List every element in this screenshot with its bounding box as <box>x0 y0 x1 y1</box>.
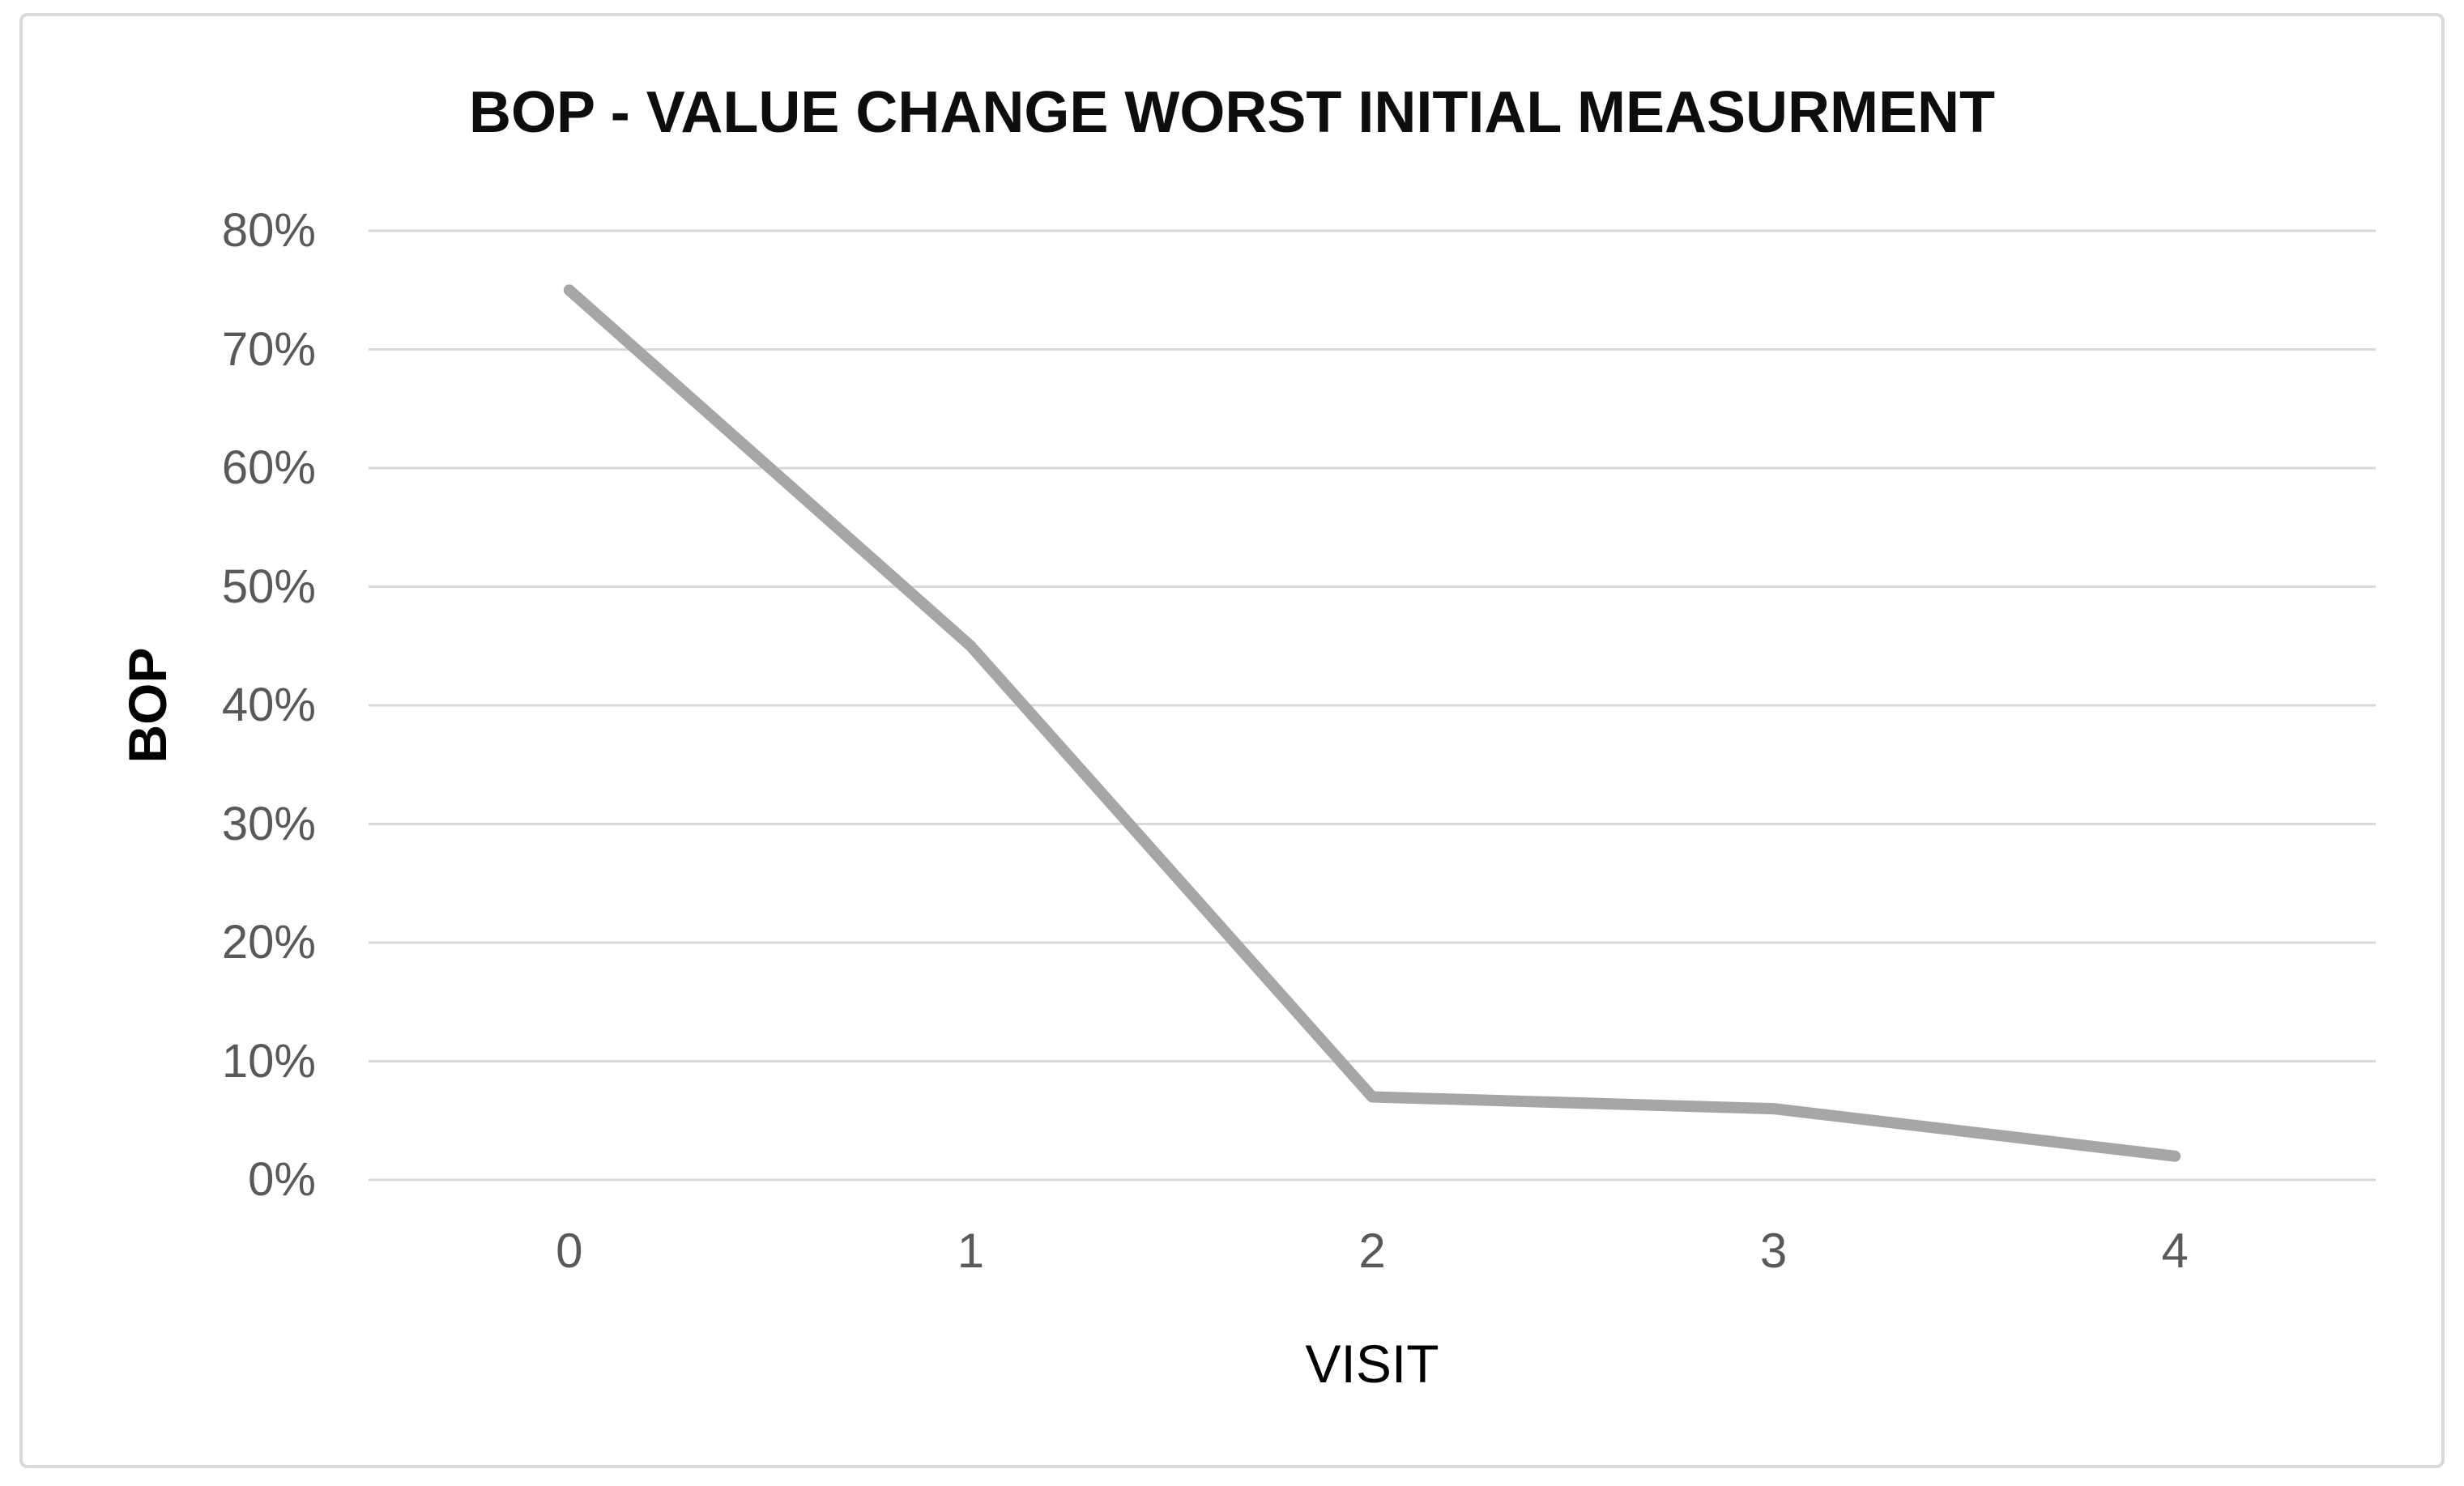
y-tick-label: 0% <box>248 1153 316 1206</box>
x-tick-label: 0 <box>556 1224 583 1278</box>
chart-frame-border <box>19 13 2445 1468</box>
y-tick-label: 20% <box>221 916 316 969</box>
x-tick-label: 2 <box>1358 1224 1386 1278</box>
series-line <box>563 284 2181 1162</box>
x-tick-label: 1 <box>957 1224 985 1278</box>
y-tick-label: 30% <box>221 797 316 850</box>
x-axis-title: VISIT <box>1305 1334 1439 1394</box>
x-tick-label: 4 <box>2161 1224 2189 1278</box>
gridlines-group <box>369 229 2376 1182</box>
x-tick-label: 3 <box>1759 1224 1788 1278</box>
y-tick-label: 10% <box>221 1034 316 1088</box>
y-tick-label: 80% <box>221 204 316 257</box>
y-tick-label: 50% <box>221 560 316 613</box>
chart-title: BOP - VALUE CHANGE WORST INITIAL MEASURM… <box>468 80 1996 145</box>
y-tick-label: 60% <box>221 441 316 494</box>
y-tick-label: 40% <box>221 679 316 731</box>
y-tick-label: 70% <box>221 322 316 376</box>
